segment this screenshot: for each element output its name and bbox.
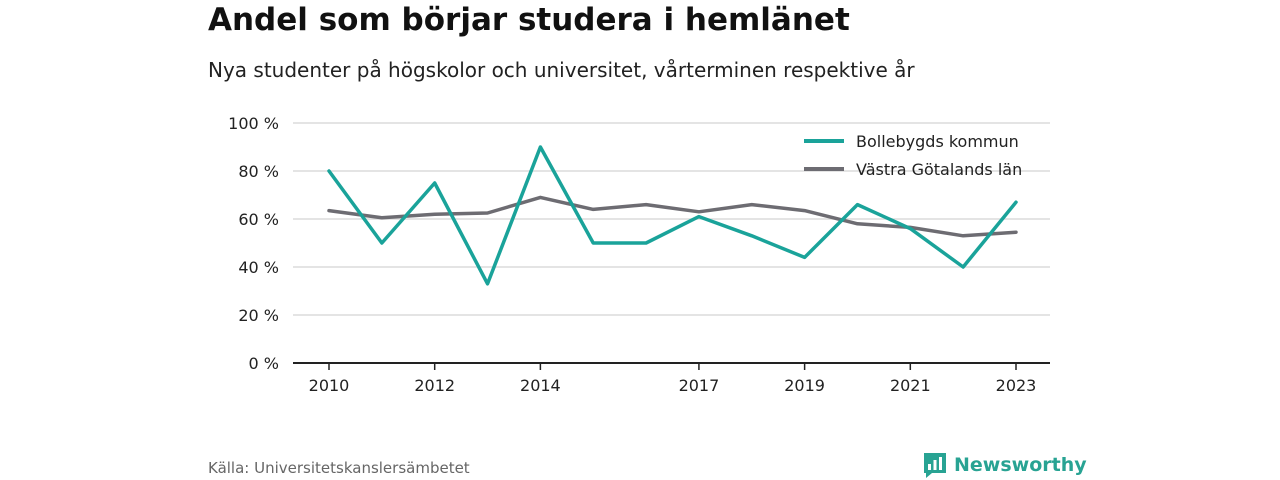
x-tick-label: 2017	[679, 376, 720, 395]
brand-logo: Newsworthy	[922, 451, 1087, 479]
chart-subtitle: Nya studenter på högskolor och universit…	[208, 58, 915, 82]
legend-label: Västra Götalands län	[856, 160, 1022, 179]
series-line	[327, 145, 1018, 286]
x-tick-label: 2012	[414, 376, 455, 395]
x-tick-label: 2019	[784, 376, 825, 395]
x-tick-label: 2014	[520, 376, 561, 395]
x-axis: 2010 2012 2014 2017 2019 2021 2023	[293, 362, 1050, 395]
legend-label: Bollebygds kommun	[856, 132, 1019, 151]
source-note: Källa: Universitetskanslersämbetet	[208, 459, 470, 477]
y-tick-label: 60 %	[238, 210, 279, 229]
legend: Bollebygds kommun Västra Götalands län	[804, 132, 1022, 179]
y-tick-label: 100 %	[228, 114, 279, 133]
newsworthy-logo-icon	[924, 453, 946, 478]
grid-lines	[293, 122, 1050, 316]
series-line	[327, 195, 1018, 238]
x-tick-label: 2023	[996, 376, 1037, 395]
x-tick-label: 2021	[890, 376, 931, 395]
y-tick-label: 20 %	[238, 306, 279, 325]
line-chart: 0 %20 %40 %60 %80 %100 % 2010 2012 2014 201…	[228, 114, 1050, 395]
y-tick-label: 80 %	[238, 162, 279, 181]
x-tick-label: 2010	[309, 376, 350, 395]
y-tick-label: 40 %	[238, 258, 279, 277]
y-tick-label: 0 %	[249, 354, 279, 373]
y-axis-ticks: 0 % 20 % 40 % 60 % 80 % 100 %	[228, 114, 279, 373]
series-lines	[327, 145, 1018, 286]
chart-title: Andel som börjar studera i hemlänet	[208, 2, 850, 38]
brand-name: Newsworthy	[954, 454, 1087, 476]
